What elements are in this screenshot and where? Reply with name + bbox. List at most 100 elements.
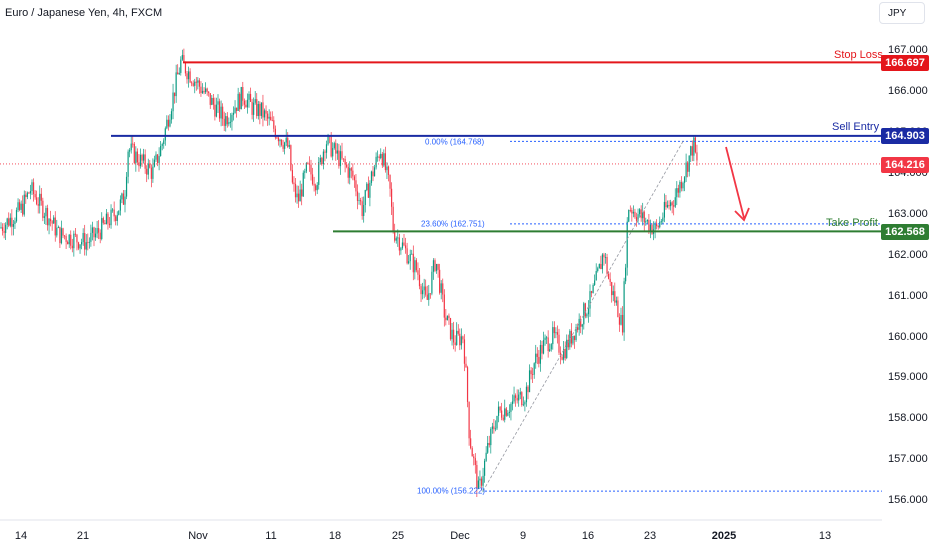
candle-body [466, 367, 469, 402]
candle [511, 394, 514, 411]
candle-body [528, 370, 531, 393]
candle-body [214, 104, 216, 117]
sell-entry-label: Sell Entry [832, 121, 880, 133]
candle-body [48, 218, 50, 226]
x-tick-label: 14 [14, 530, 28, 542]
candle [248, 91, 250, 108]
candle [85, 234, 87, 256]
candle-body [477, 480, 479, 489]
candle-body [556, 332, 559, 335]
y-tick-label: 159.000 [888, 371, 928, 384]
candle [394, 223, 396, 243]
candle-body [205, 88, 207, 93]
candle-body [482, 475, 484, 486]
candle [271, 111, 273, 122]
candle-body [327, 135, 329, 145]
fib-236-label: 23.60% (162.751) [421, 219, 485, 229]
currency-button[interactable]: JPY [879, 2, 925, 24]
candle [208, 91, 210, 97]
candle [530, 367, 532, 380]
candle [628, 209, 630, 223]
candle [474, 453, 476, 474]
candle-body [135, 151, 137, 164]
candle [187, 66, 190, 88]
candle [494, 420, 497, 432]
candle-body [561, 357, 563, 360]
candle [581, 323, 583, 335]
candle-body [28, 192, 30, 194]
candle-body [443, 294, 445, 318]
candle [676, 181, 678, 206]
candle-body [473, 456, 475, 459]
candle-body [552, 327, 554, 345]
candle-body [170, 111, 173, 120]
candle-body [71, 245, 73, 249]
candle [479, 470, 481, 488]
candle-body [254, 99, 256, 103]
candle-body [470, 438, 472, 449]
candle-body [418, 274, 421, 287]
candle [361, 196, 363, 220]
candle [544, 334, 546, 346]
candle [228, 117, 230, 127]
candle-body [516, 397, 518, 401]
candle-body [541, 344, 543, 354]
candle [671, 200, 673, 214]
candle-body [236, 107, 238, 111]
candle-body [398, 237, 400, 251]
candle-body [212, 97, 214, 105]
candle [572, 335, 574, 346]
candle-body [403, 242, 405, 246]
candle [651, 223, 653, 235]
candle [541, 340, 543, 360]
candle-body [629, 210, 631, 211]
candle-body [0, 227, 2, 229]
candle [411, 249, 413, 255]
candle [570, 323, 572, 348]
candle-body [87, 242, 89, 244]
candle [231, 112, 233, 131]
candle-body [356, 191, 359, 201]
candle [301, 183, 303, 206]
candle [409, 249, 411, 270]
candle-body [440, 283, 442, 293]
candle-body [691, 146, 693, 156]
candle [342, 158, 345, 163]
candle-body [429, 293, 431, 295]
candle-body [79, 244, 81, 249]
candle-body [508, 411, 510, 413]
candle [542, 331, 545, 355]
candle [5, 222, 7, 241]
candle-body [659, 221, 661, 228]
candle-body [153, 159, 156, 167]
candle-body [20, 203, 22, 210]
candle-body [544, 337, 546, 341]
candle [133, 142, 135, 165]
candle [528, 364, 531, 393]
candle-body [453, 329, 455, 343]
candle [339, 145, 342, 175]
candle-body [37, 204, 39, 206]
candle [63, 235, 66, 240]
candle [691, 140, 693, 162]
candle [608, 271, 610, 280]
candle-body [428, 293, 430, 300]
candle-body [25, 194, 27, 198]
candle-body [454, 342, 456, 345]
candle [76, 233, 78, 251]
candle-body [609, 278, 611, 283]
candle-body [518, 394, 520, 401]
candle [363, 196, 365, 223]
candle [333, 141, 335, 150]
candle-body [315, 185, 317, 191]
candle [414, 256, 416, 280]
candle-body [143, 154, 145, 161]
candle [417, 262, 419, 281]
candle-body [318, 162, 320, 185]
candle-body [620, 314, 622, 325]
candle-body [352, 170, 354, 177]
candle [387, 165, 390, 182]
candle-body [603, 254, 605, 258]
candle [649, 219, 652, 239]
